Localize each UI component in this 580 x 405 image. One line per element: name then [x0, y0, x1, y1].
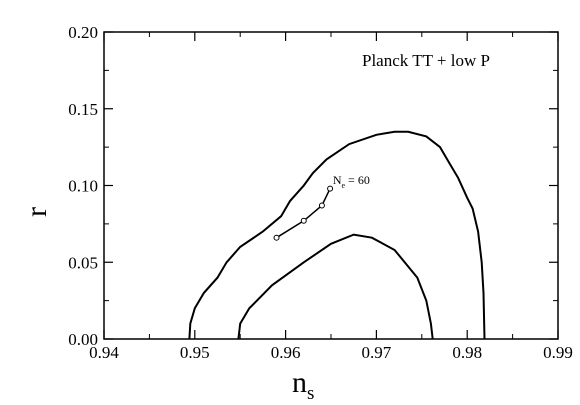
y-tick-label: 0.15 [68, 100, 98, 119]
x-axis-title-main: n [292, 366, 307, 399]
x-tick-label: 0.99 [543, 343, 573, 362]
contour-layer [188, 130, 486, 340]
x-axis-title: ns [292, 366, 314, 404]
annotation-label: Planck TT + low P [362, 51, 490, 70]
point-label-suffix: = 60 [345, 173, 370, 187]
series-point [300, 217, 307, 224]
series-point [318, 202, 325, 209]
plot-frame [103, 31, 559, 340]
series-point [273, 234, 280, 241]
tick-layer: 0.94 0.95 0.96 0.97 0.98 0.99 0.00 0.05 0.10 0.15… [68, 23, 573, 362]
contour-inner [237, 233, 434, 340]
series-line-0 [276, 188, 331, 239]
x-tick-label: 0.97 [362, 343, 392, 362]
contour-outer [188, 130, 486, 340]
y-tick-label: 0.10 [68, 177, 98, 196]
y-tick-label: 0.05 [68, 253, 98, 272]
x-tick-label: 0.96 [271, 343, 301, 362]
series-layer [273, 185, 334, 241]
y-tick-label: 0.00 [68, 330, 98, 349]
series-point [327, 185, 334, 192]
x-tick-label: 0.95 [180, 343, 210, 362]
y-tick-label: 0.20 [68, 23, 98, 42]
x-tick-label: 0.94 [89, 343, 119, 362]
x-tick-label: 0.98 [452, 343, 482, 362]
y-axis-title: r [20, 207, 53, 217]
point-label-subscript: e [341, 181, 345, 190]
point-label-text: N [333, 173, 342, 187]
x-axis-title-subscript: s [307, 383, 314, 404]
point-label: Ne = 60 [333, 173, 370, 190]
